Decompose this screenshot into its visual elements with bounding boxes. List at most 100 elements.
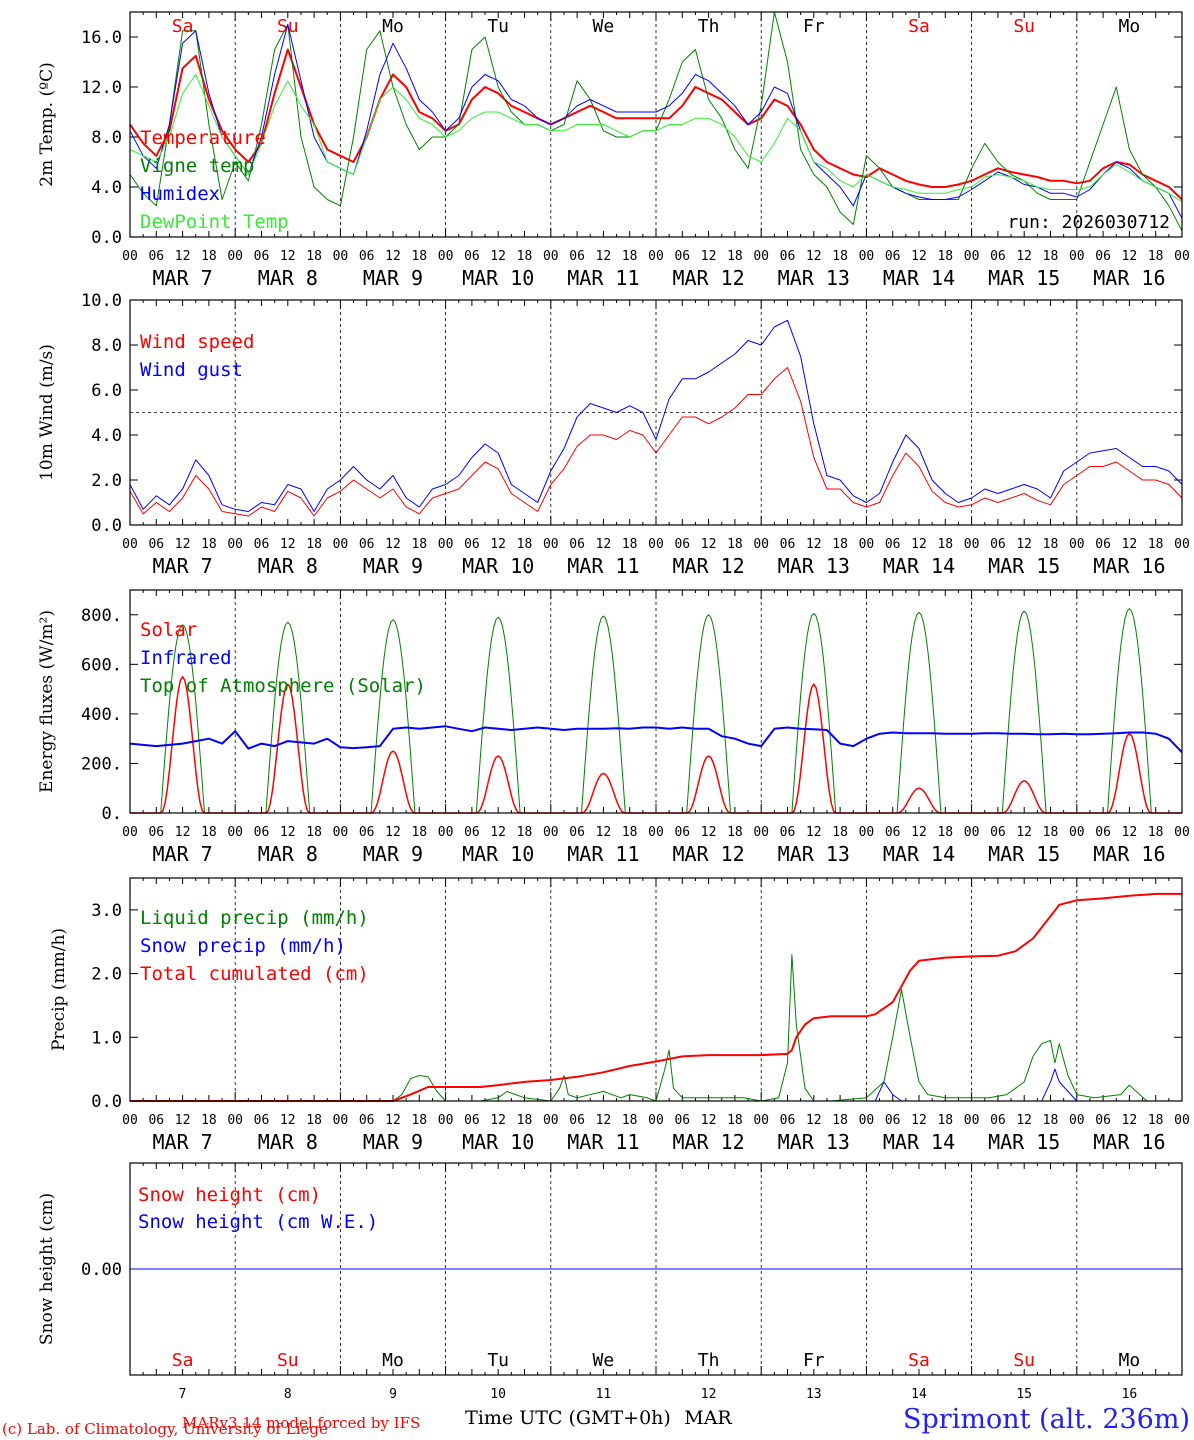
hour-tick-label: 18 xyxy=(517,825,533,840)
y-tick-label: 400. xyxy=(81,705,122,725)
hour-tick-label: 12 xyxy=(911,825,927,840)
day-number-label: 8 xyxy=(284,1387,292,1402)
date-label: MAR 7 xyxy=(152,842,212,866)
hour-tick-label: 18 xyxy=(517,249,533,264)
series-dewpoint-temp xyxy=(129,74,1183,203)
date-label: MAR 16 xyxy=(1093,266,1165,290)
location-label: Sprimont (alt. 236m) xyxy=(903,1404,1190,1435)
hour-tick-label: 18 xyxy=(201,537,217,552)
legend-entry: Top of Atmosphere (Solar) xyxy=(140,675,426,697)
date-label: MAR 12 xyxy=(672,266,744,290)
hour-tick-label: 00 xyxy=(964,1113,980,1128)
date-label: MAR 12 xyxy=(672,1130,744,1154)
series-total-cumulated-cm xyxy=(130,892,1182,1102)
date-label: MAR 9 xyxy=(363,554,423,578)
plot-frame xyxy=(129,877,1183,1102)
day-number-label: 10 xyxy=(490,1387,506,1402)
hour-tick-label: 06 xyxy=(148,1113,164,1128)
legend-entry: Snow precip (mm/h) xyxy=(140,935,346,957)
hour-tick-label: 12 xyxy=(701,1113,717,1128)
hour-tick-label: 00 xyxy=(543,1113,559,1128)
hour-tick-label: 12 xyxy=(701,537,717,552)
hour-tick-label: 06 xyxy=(359,825,375,840)
day-abbr-label: Fr xyxy=(803,16,825,37)
hour-tick-label: 12 xyxy=(701,825,717,840)
y-tick-label: 200. xyxy=(81,754,122,774)
hour-tick-label: 18 xyxy=(1043,825,1059,840)
y-tick-label: 2.0 xyxy=(91,471,122,491)
hour-tick-label: 00 xyxy=(227,825,243,840)
hour-tick-label: 06 xyxy=(148,825,164,840)
legend-entry: Infrared xyxy=(140,647,232,669)
y-axis-label: Snow height (cm) xyxy=(37,1193,57,1345)
date-label: MAR 8 xyxy=(258,554,318,578)
hour-tick-label: 18 xyxy=(306,1113,322,1128)
day-abbr-label: Th xyxy=(698,1350,720,1371)
date-label: MAR 14 xyxy=(883,842,955,866)
date-label: MAR 11 xyxy=(567,842,639,866)
y-tick-label: 4.0 xyxy=(91,178,122,198)
hour-tick-label: 18 xyxy=(832,825,848,840)
legend-entry: Humidex xyxy=(140,183,220,205)
hour-tick-label: 06 xyxy=(990,1113,1006,1128)
hour-tick-label: 06 xyxy=(674,1113,690,1128)
hour-tick-label: 18 xyxy=(517,537,533,552)
hour-tick-label: 00 xyxy=(122,1113,138,1128)
run-label: run: 2026030712 xyxy=(1007,212,1170,233)
hour-tick-label: 00 xyxy=(859,249,875,264)
hour-tick-label: 18 xyxy=(937,1113,953,1128)
day-abbr-label: Su xyxy=(277,1350,299,1371)
hour-tick-label: 12 xyxy=(1122,1113,1138,1128)
day-number-label: 15 xyxy=(1016,1387,1032,1402)
day-number-label: 12 xyxy=(701,1387,717,1402)
hour-tick-label: 18 xyxy=(727,537,743,552)
y-tick-label: 8.0 xyxy=(91,128,122,148)
y-tick-label: 0.00 xyxy=(81,1260,122,1280)
date-label: MAR 10 xyxy=(462,554,534,578)
hour-tick-label: 12 xyxy=(175,825,191,840)
y-tick-label: 600. xyxy=(81,655,122,675)
hour-tick-label: 00 xyxy=(543,537,559,552)
hour-tick-label: 00 xyxy=(964,537,980,552)
hour-tick-label: 12 xyxy=(911,1113,927,1128)
hour-tick-label: 06 xyxy=(885,537,901,552)
day-abbr-label: Mo xyxy=(1119,1350,1141,1371)
date-label: MAR 12 xyxy=(672,842,744,866)
hour-tick-label: 18 xyxy=(201,1113,217,1128)
hour-tick-label: 00 xyxy=(333,249,349,264)
hour-tick-label: 12 xyxy=(385,537,401,552)
y-axis-label: 2m Temp. (ºC) xyxy=(37,62,57,187)
hour-tick-label: 06 xyxy=(990,825,1006,840)
y-tick-label: 0.0 xyxy=(91,516,122,536)
series-humidex xyxy=(129,24,1183,219)
hour-tick-label: 00 xyxy=(227,249,243,264)
hour-tick-label: 06 xyxy=(674,825,690,840)
y-tick-label: 8.0 xyxy=(91,336,122,356)
date-label: MAR 13 xyxy=(778,554,850,578)
hour-tick-label: 00 xyxy=(333,537,349,552)
hour-tick-label: 00 xyxy=(964,825,980,840)
hour-tick-label: 00 xyxy=(438,1113,454,1128)
day-abbr-label: Mo xyxy=(1119,16,1141,37)
panel-snow: 0.00 Snow height (cm) Snow height (cm) Snow… xyxy=(37,1162,1183,1402)
hour-tick-label: 12 xyxy=(596,537,612,552)
date-label: MAR 8 xyxy=(258,842,318,866)
hour-tick-label: 06 xyxy=(464,537,480,552)
hour-tick-label: 12 xyxy=(806,537,822,552)
hour-tick-label: 12 xyxy=(596,249,612,264)
date-label: MAR 11 xyxy=(567,1130,639,1154)
plot-frame xyxy=(129,589,1183,814)
hour-tick-label: 00 xyxy=(333,825,349,840)
hour-tick-label: 18 xyxy=(306,249,322,264)
hour-tick-label: 00 xyxy=(859,825,875,840)
day-abbr-label: Tu xyxy=(487,16,509,37)
day-abbr-label: Th xyxy=(698,16,720,37)
hour-tick-label: 12 xyxy=(806,1113,822,1128)
hour-tick-label: 00 xyxy=(227,1113,243,1128)
hour-tick-label: 18 xyxy=(937,825,953,840)
legend-entry: Wind speed xyxy=(140,331,254,353)
hour-tick-label: 06 xyxy=(359,1113,375,1128)
date-label: MAR 11 xyxy=(567,554,639,578)
date-label: MAR 9 xyxy=(363,842,423,866)
date-label: MAR 12 xyxy=(672,554,744,578)
